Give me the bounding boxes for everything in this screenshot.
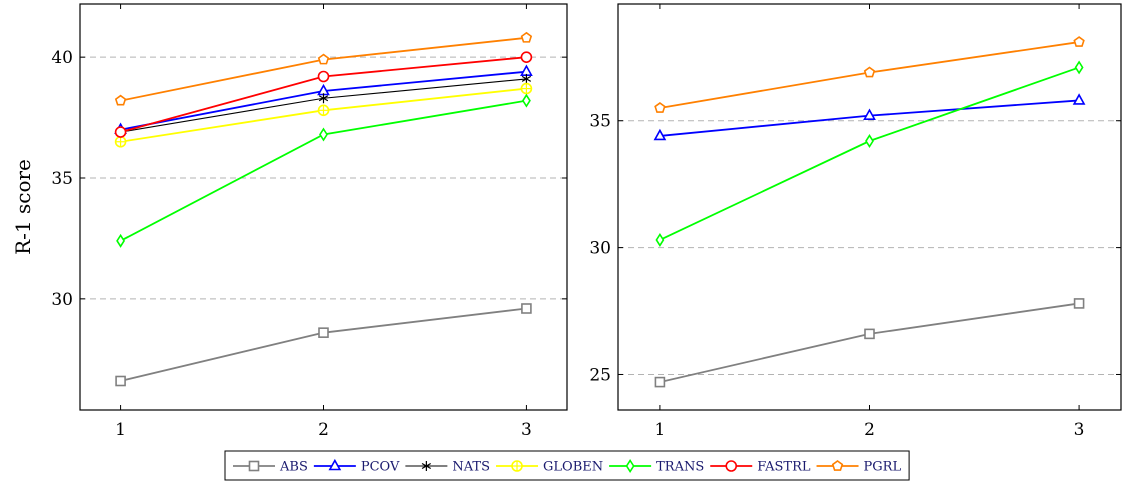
data-point-pgrl-3 xyxy=(520,31,533,43)
legend-marker-pgrl xyxy=(831,460,844,471)
data-point-trans-1 xyxy=(655,232,665,247)
right-panel: 25 30 35 1 2 3 xyxy=(589,3,1122,440)
plot-frame xyxy=(617,3,1122,411)
data-point-pgrl-2 xyxy=(317,53,330,65)
legend-item-fastrl: FASTRL xyxy=(710,460,811,475)
data-point-globen-3 xyxy=(520,82,533,95)
data-point-trans-3 xyxy=(1074,60,1084,75)
legend-label-fastrl: FASTRL xyxy=(757,460,811,475)
legend-label-abs: ABS xyxy=(279,460,308,475)
y-tick-label-40: 40 xyxy=(51,48,73,68)
data-point-trans-1 xyxy=(116,233,126,248)
legend-marker-pcov xyxy=(328,458,342,471)
data-point-fastrl-2 xyxy=(317,70,330,83)
data-point-abs-2 xyxy=(318,327,329,338)
left-panel: 30 35 40 1 2 3 R-1 score xyxy=(11,3,568,440)
data-point-pgrl-1 xyxy=(114,94,127,106)
data-point-abs-1 xyxy=(654,376,666,388)
legend-label-trans: TRANS xyxy=(656,460,704,475)
y-tick-label-25: 25 xyxy=(589,365,611,385)
data-point-trans-3 xyxy=(521,93,531,108)
plot-frame xyxy=(79,3,568,411)
series-fastrl xyxy=(114,51,533,138)
data-point-globen-1 xyxy=(114,135,127,148)
series-pgrl xyxy=(114,31,533,106)
data-point-pgrl-3 xyxy=(1073,36,1085,47)
data-point-pcov-1 xyxy=(653,128,667,141)
series-globen xyxy=(114,82,533,148)
legend-item-trans: TRANS xyxy=(609,459,704,475)
series-pgrl xyxy=(654,36,1085,113)
x-tick-label-3: 3 xyxy=(521,420,532,440)
x-tick-label-1: 1 xyxy=(115,420,126,440)
legend-item-globen: GLOBEN xyxy=(496,460,603,475)
series-trans xyxy=(116,93,531,248)
series-abs xyxy=(654,298,1085,388)
y-tick-label-30: 30 xyxy=(51,290,73,310)
data-point-fastrl-3 xyxy=(520,51,533,63)
legend-item-pgrl: PGRL xyxy=(816,460,902,475)
series-line-abs xyxy=(659,302,1080,383)
y-tick-label-35: 35 xyxy=(51,169,73,189)
data-point-pcov-3 xyxy=(1072,93,1086,105)
series-line-abs xyxy=(120,307,527,382)
data-point-globen-2 xyxy=(317,104,330,117)
legend-item-abs: ABS xyxy=(233,460,308,475)
data-point-abs-3 xyxy=(521,303,532,314)
series-pcov xyxy=(653,93,1086,141)
data-point-fastrl-1 xyxy=(114,126,127,138)
legend-item-nats: NATS xyxy=(405,460,490,475)
data-point-pgrl-1 xyxy=(654,102,666,113)
data-point-pgrl-2 xyxy=(863,66,876,78)
legend-marker-nats xyxy=(421,461,432,471)
y-tick-label-35: 35 xyxy=(589,112,611,132)
x-tick-label-1: 1 xyxy=(655,420,666,440)
data-point-pcov-2 xyxy=(863,108,876,120)
data-point-abs-3 xyxy=(1073,298,1085,309)
data-point-pcov-3 xyxy=(520,64,533,76)
legend: ABS PCOV NATS GLOBEN TRANS FASTRL PGRL xyxy=(224,450,910,481)
x-tick-label-2: 2 xyxy=(864,420,875,440)
legend-marker-globen xyxy=(511,460,523,472)
legend-label-pgrl: PGRL xyxy=(864,460,902,475)
legend-label-nats: NATS xyxy=(452,460,490,475)
legend-marker-fastrl xyxy=(725,460,738,472)
legend-label-globen: GLOBEN xyxy=(543,460,603,475)
data-point-trans-2 xyxy=(865,134,874,149)
x-tick-label-2: 2 xyxy=(318,420,329,440)
series-line-trans xyxy=(659,66,1080,241)
series-abs xyxy=(115,303,532,387)
legend-label-pcov: PCOV xyxy=(361,460,400,475)
series-trans xyxy=(655,60,1084,247)
y-axis-title: R-1 score xyxy=(11,159,35,255)
x-tick-label-3: 3 xyxy=(1074,420,1085,440)
data-point-abs-1 xyxy=(115,375,126,387)
legend-marker-abs xyxy=(248,460,260,472)
data-point-nats-3 xyxy=(521,73,532,84)
legend-marker-trans xyxy=(625,459,635,473)
legend-item-pcov: PCOV xyxy=(313,458,400,475)
data-point-trans-2 xyxy=(319,127,328,142)
y-tick-label-30: 30 xyxy=(589,239,611,259)
data-point-nats-2 xyxy=(318,93,329,104)
data-point-abs-2 xyxy=(864,328,875,340)
